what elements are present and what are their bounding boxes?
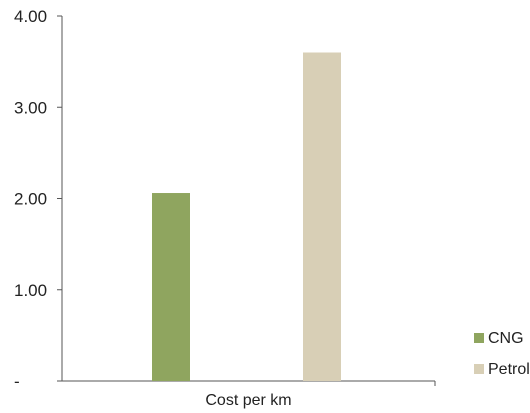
legend-swatch-cng	[474, 333, 484, 343]
legend-label-cng: CNG	[488, 330, 524, 347]
legend-swatch-petrol	[474, 364, 484, 374]
legend: CNG Petrol	[474, 330, 530, 378]
bar-cng	[152, 193, 190, 381]
x-category-label: Cost per km	[205, 392, 291, 409]
y-tick-label: 3.00	[14, 98, 47, 117]
legend-label-petrol: Petrol	[488, 361, 530, 378]
bars	[152, 52, 341, 381]
y-tick-label: 1.00	[14, 281, 47, 300]
bar-petrol	[303, 52, 341, 381]
y-tick-label: 2.00	[14, 190, 47, 209]
x-axis: Cost per km	[62, 380, 436, 409]
y-tick-label: -	[14, 372, 20, 391]
y-axis: - 1.00 2.00 3.00 4.00	[14, 7, 63, 391]
y-tick-label: 4.00	[14, 7, 47, 26]
